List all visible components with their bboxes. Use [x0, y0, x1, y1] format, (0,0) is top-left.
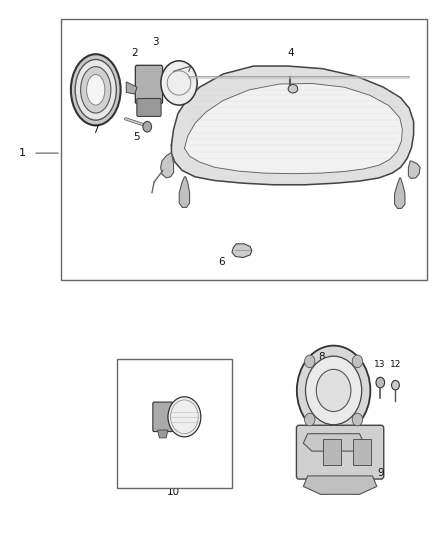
Polygon shape — [158, 430, 168, 438]
FancyBboxPatch shape — [353, 439, 371, 465]
Ellipse shape — [71, 54, 120, 125]
FancyBboxPatch shape — [297, 425, 384, 479]
Polygon shape — [171, 66, 413, 185]
Circle shape — [376, 377, 385, 388]
FancyBboxPatch shape — [323, 439, 341, 465]
Polygon shape — [395, 178, 405, 208]
Text: 8: 8 — [318, 352, 325, 362]
Polygon shape — [161, 152, 173, 178]
Text: 11: 11 — [120, 470, 133, 480]
Ellipse shape — [288, 85, 298, 93]
FancyBboxPatch shape — [135, 65, 162, 104]
Text: 5: 5 — [134, 132, 140, 142]
FancyBboxPatch shape — [153, 402, 173, 432]
Polygon shape — [408, 161, 420, 179]
Polygon shape — [179, 177, 190, 207]
Text: 4: 4 — [287, 48, 293, 58]
FancyBboxPatch shape — [137, 99, 161, 116]
Circle shape — [316, 369, 351, 411]
Circle shape — [143, 122, 152, 132]
Text: 1: 1 — [19, 148, 26, 158]
Ellipse shape — [75, 60, 117, 120]
Circle shape — [304, 355, 315, 368]
Text: 6: 6 — [218, 257, 224, 267]
Ellipse shape — [87, 75, 105, 105]
Circle shape — [297, 345, 371, 435]
Text: 3: 3 — [152, 37, 158, 47]
Circle shape — [161, 61, 197, 105]
Polygon shape — [304, 434, 364, 451]
Polygon shape — [232, 244, 252, 257]
FancyBboxPatch shape — [61, 19, 427, 280]
Circle shape — [168, 397, 201, 437]
Text: 12: 12 — [390, 360, 401, 369]
Circle shape — [304, 413, 315, 426]
Ellipse shape — [81, 67, 111, 113]
Text: 13: 13 — [374, 360, 385, 369]
Polygon shape — [126, 82, 137, 94]
Circle shape — [392, 381, 399, 390]
Text: 10: 10 — [167, 487, 180, 497]
FancyBboxPatch shape — [117, 359, 232, 488]
Circle shape — [352, 413, 363, 426]
Text: 9: 9 — [378, 469, 385, 478]
Polygon shape — [184, 84, 403, 174]
Polygon shape — [304, 476, 377, 494]
Circle shape — [352, 355, 363, 368]
Circle shape — [305, 356, 362, 425]
Text: 2: 2 — [131, 48, 138, 58]
Text: 7: 7 — [92, 125, 99, 135]
